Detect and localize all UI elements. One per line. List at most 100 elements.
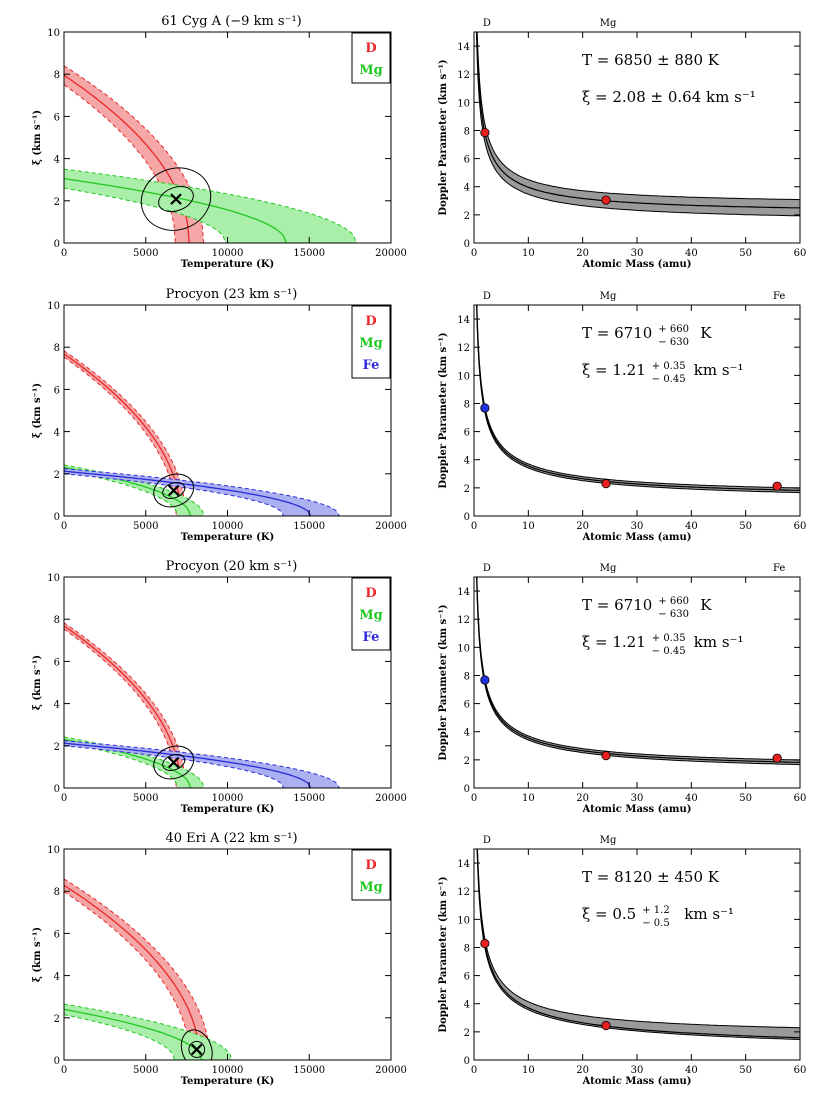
d-upper-bound bbox=[64, 878, 211, 1060]
y-tick-label: 4 bbox=[464, 1000, 470, 1011]
y-tick-label: 4 bbox=[464, 183, 470, 194]
panel-temperature-6: 0 5000 10000 15000 20000 0 2 4 6 8 10 Temperature (… bbox=[32, 831, 407, 1087]
legend-entry-mg: Mg bbox=[359, 336, 382, 351]
confidence-contour-1 bbox=[158, 186, 194, 213]
x-tick-label: 15000 bbox=[293, 793, 325, 804]
plot-area bbox=[64, 65, 358, 243]
y-axis-label: ξ (km s⁻¹) bbox=[32, 383, 43, 438]
y-axis-label: ξ (km s⁻¹) bbox=[32, 655, 43, 710]
plot-area bbox=[64, 350, 340, 516]
x-tick-label: 60 bbox=[794, 248, 807, 259]
x-tick-label: 5000 bbox=[133, 793, 158, 804]
ion-label-fe: Fe bbox=[773, 563, 785, 574]
y-tick-label: 10 bbox=[457, 915, 470, 926]
y-tick-label: 8 bbox=[464, 399, 470, 410]
plot-frame bbox=[63, 304, 392, 517]
x-tick-label: 0 bbox=[61, 248, 67, 259]
x-tick-label: 0 bbox=[61, 1065, 67, 1076]
turbulence-unit: km s⁻¹ bbox=[694, 361, 744, 379]
x-tick-label: 5000 bbox=[133, 248, 158, 259]
x-axis-label: Atomic Mass (amu) bbox=[582, 804, 692, 815]
fe-lower-bound bbox=[64, 745, 285, 788]
y-tick-label: 2 bbox=[464, 484, 470, 495]
temperature-upper-error: + 660 bbox=[658, 324, 689, 335]
y-tick-label: 4 bbox=[54, 428, 60, 439]
y-tick-label: 6 bbox=[464, 155, 470, 166]
y-tick-label: 0 bbox=[464, 784, 470, 795]
plot-area bbox=[476, 577, 800, 766]
y-tick-label: 4 bbox=[464, 456, 470, 467]
temperature-lower-error: − 630 bbox=[658, 609, 689, 620]
plot-area bbox=[64, 622, 340, 788]
x-tick-label: 5000 bbox=[133, 1065, 158, 1076]
y-tick-label: 0 bbox=[54, 784, 60, 795]
y-tick-label: 2 bbox=[464, 756, 470, 767]
x-tick-label: 40 bbox=[685, 521, 698, 532]
y-tick-label: 6 bbox=[54, 112, 60, 123]
x-tick-label: 60 bbox=[794, 1065, 807, 1076]
x-tick-label: 0 bbox=[61, 521, 67, 532]
band-upper-edge bbox=[476, 305, 800, 489]
d-solution-line bbox=[64, 884, 201, 1060]
legend-entry-fe: Fe bbox=[363, 630, 380, 645]
y-tick-label: 4 bbox=[54, 155, 60, 166]
legend-entry-d: D bbox=[365, 314, 376, 329]
turbulence-lower-error: − 0.45 bbox=[652, 374, 686, 385]
y-tick-label: 12 bbox=[457, 615, 470, 626]
ion-label-mg: Mg bbox=[600, 291, 617, 302]
best-fit-curve bbox=[476, 577, 800, 763]
y-tick-label: 6 bbox=[464, 428, 470, 439]
y-tick-label: 2 bbox=[54, 1014, 60, 1025]
y-tick-label: 0 bbox=[464, 1056, 470, 1067]
panel-doppler-3: 0 10 20 30 40 50 60 0 2 4 6 8 10 12 14 Atomic Mass (amu… bbox=[438, 291, 807, 543]
x-tick-label: 50 bbox=[739, 1065, 752, 1076]
d-upper-bound bbox=[64, 622, 186, 788]
data-point-mg bbox=[601, 195, 611, 205]
turbulence-value: ξ = 1.21 bbox=[582, 633, 646, 651]
x-tick-label: 50 bbox=[739, 248, 752, 259]
x-tick-label: 0 bbox=[471, 521, 477, 532]
y-tick-label: 8 bbox=[464, 671, 470, 682]
panel-temperature-0: 0 5000 10000 15000 20000 0 2 4 6 8 10 Temperature (… bbox=[32, 14, 407, 270]
confidence-contour-2 bbox=[153, 473, 195, 508]
confidence-contour-1 bbox=[162, 482, 186, 499]
x-tick-label: 20 bbox=[576, 793, 589, 804]
x-tick-label: 60 bbox=[794, 521, 807, 532]
x-tick-label: 0 bbox=[471, 1065, 477, 1076]
y-axis-label: ξ (km s⁻¹) bbox=[32, 927, 43, 982]
x-tick-label: 30 bbox=[631, 248, 644, 259]
y-tick-label: 14 bbox=[457, 587, 470, 598]
x-axis-label: Atomic Mass (amu) bbox=[582, 1076, 692, 1087]
y-axis-label: Doppler Parameter (km s⁻¹) bbox=[438, 332, 449, 488]
data-point-d bbox=[480, 403, 490, 413]
mg-solution-line bbox=[64, 1008, 203, 1060]
panel-title: Procyon (23 km s⁻¹) bbox=[166, 287, 298, 302]
x-tick-label: 60 bbox=[794, 793, 807, 804]
confidence-contour-1 bbox=[188, 1040, 206, 1058]
x-tick-label: 10 bbox=[522, 793, 535, 804]
d-lower-bound bbox=[64, 628, 177, 788]
x-tick-label: 10000 bbox=[212, 793, 244, 804]
legend-entry-mg: Mg bbox=[359, 608, 382, 623]
x-tick-label: 0 bbox=[471, 793, 477, 804]
panel-temperature-4: 0 5000 10000 15000 20000 0 2 4 6 8 10 Temperature (… bbox=[32, 559, 407, 815]
y-tick-label: 6 bbox=[464, 700, 470, 711]
d-band bbox=[64, 65, 204, 243]
x-tick-label: 10 bbox=[522, 521, 535, 532]
y-axis-label: Doppler Parameter (km s⁻¹) bbox=[438, 59, 449, 215]
turbulence-value: ξ = 0.5 bbox=[582, 905, 636, 923]
legend-box bbox=[351, 577, 391, 651]
data-point-mg bbox=[601, 751, 611, 761]
x-axis-label: Atomic Mass (amu) bbox=[582, 532, 692, 543]
best-fit-curve bbox=[476, 305, 800, 491]
y-tick-label: 8 bbox=[54, 70, 60, 81]
best-fit-curve bbox=[476, 849, 800, 1039]
x-tick-label: 30 bbox=[631, 521, 644, 532]
x-axis-label: Temperature (K) bbox=[181, 259, 275, 270]
y-tick-label: 12 bbox=[457, 70, 470, 81]
x-tick-label: 20000 bbox=[375, 248, 407, 259]
y-tick-label: 4 bbox=[54, 972, 60, 983]
temperature-unit: K bbox=[700, 324, 712, 342]
plot-area bbox=[475, 32, 800, 217]
